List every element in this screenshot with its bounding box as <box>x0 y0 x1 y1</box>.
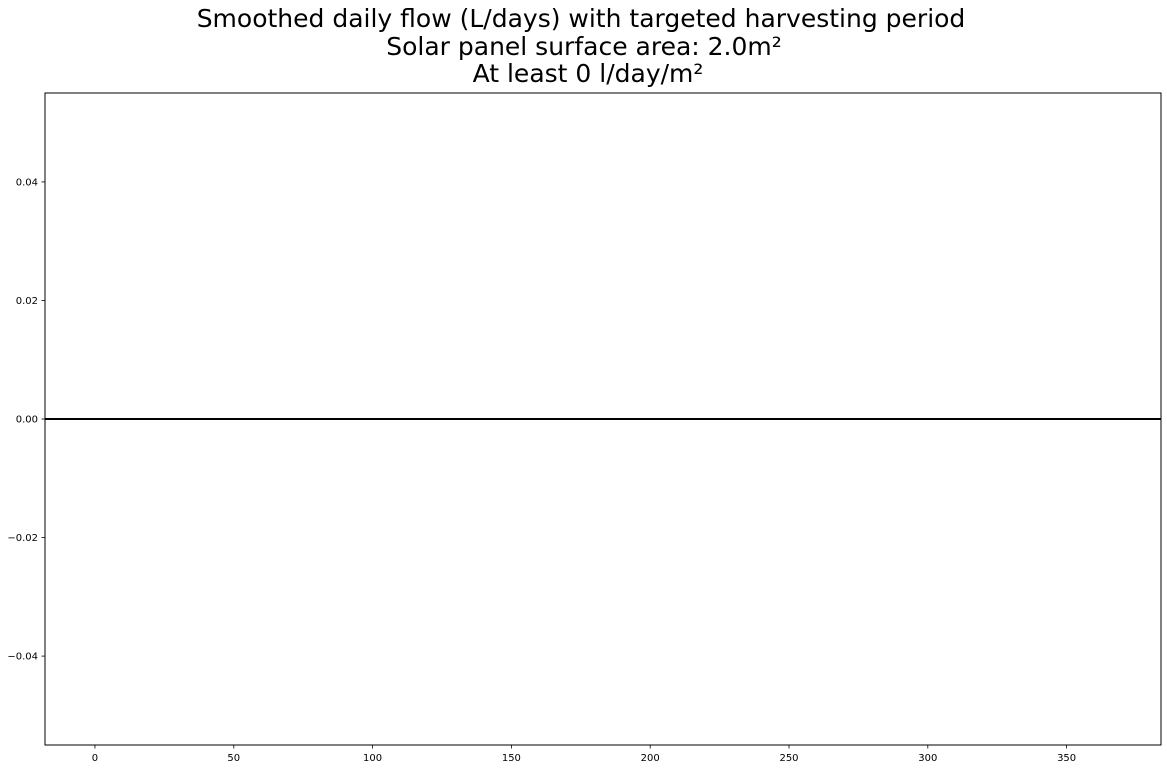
x-tick-label: 100 <box>363 753 382 764</box>
chart-subtitle-line: At least 0 l/day/m² <box>473 59 704 88</box>
plot-frame <box>44 92 1162 746</box>
y-tick-label: −0.02 <box>7 533 38 544</box>
x-axis: 0 50 100 150 200 250 300 350 <box>92 745 1076 764</box>
x-tick-label: 50 <box>227 753 240 764</box>
y-tick-label: 0.04 <box>16 177 38 188</box>
chart-subtitle-line: Solar panel surface area: 2.0m² <box>386 32 782 61</box>
x-tick-label: 0 <box>92 753 98 764</box>
x-tick-label: 250 <box>779 753 798 764</box>
x-tick-label: 150 <box>502 753 521 764</box>
x-tick-label: 300 <box>918 753 937 764</box>
chart-title-line: Smoothed daily flow (L/days) with target… <box>197 4 966 33</box>
y-tick-label: 0.02 <box>16 296 38 307</box>
y-tick-label: −0.04 <box>7 652 38 663</box>
y-axis: 0.04 0.02 0.00 −0.02 −0.04 <box>7 177 45 663</box>
x-tick-label: 350 <box>1057 753 1076 764</box>
y-tick-label: 0.00 <box>16 415 38 426</box>
chart-title: Smoothed daily flow (L/days) with target… <box>197 4 966 88</box>
x-tick-label: 200 <box>641 753 660 764</box>
